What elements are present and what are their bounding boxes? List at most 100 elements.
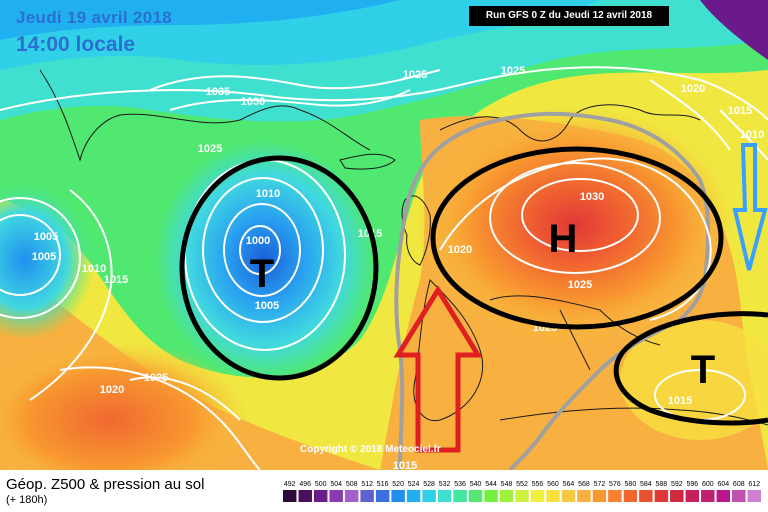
- legend-value: 536: [454, 481, 466, 488]
- isobar-label: 1025: [403, 69, 427, 81]
- isobar-label: 1010: [256, 188, 280, 200]
- legend-swatch: [468, 490, 483, 502]
- legend-swatch: [716, 490, 731, 502]
- isobar-label: 1030: [580, 191, 604, 203]
- legend-swatch: [639, 490, 653, 502]
- low-system-outline: [179, 155, 379, 381]
- legend-value: 584: [640, 481, 652, 488]
- legend-swatch: [561, 490, 576, 502]
- legend-swatch: [701, 490, 715, 502]
- legend-swatch: [484, 490, 498, 502]
- isobar-label: 1000: [246, 235, 270, 247]
- legend-value: 500: [315, 481, 327, 488]
- isobar-label: 1005: [255, 300, 279, 312]
- iceland-coast: [339, 153, 396, 170]
- legend-swatch: [499, 490, 514, 502]
- copyright-notice: Copyright © 2018 Meteociel.fr: [300, 444, 441, 455]
- model-run-label: Run GFS 0 Z du Jeudi 12 avril 2018: [469, 6, 669, 26]
- forecast-time: 14:00 locale: [16, 33, 136, 56]
- legend-swatch: [391, 490, 405, 502]
- low-pressure-letter: T: [250, 252, 274, 296]
- isobar-1020-ne: [649, 79, 731, 151]
- chart-title: Géop. Z500 & pression au sol: [6, 476, 205, 493]
- legend-value: 596: [686, 481, 698, 488]
- forecast-date: Jeudi 19 avril 2018: [16, 8, 172, 27]
- legend-value: 532: [439, 481, 451, 488]
- legend-value: 524: [408, 481, 420, 488]
- isobar-1005-west: [0, 214, 61, 296]
- legend-swatch: [298, 490, 312, 502]
- isobar-1000-low: [239, 225, 281, 275]
- legend-value: 496: [299, 481, 311, 488]
- isobar-1030: [169, 89, 411, 111]
- isobar-label: 1010: [82, 263, 106, 275]
- legend-value: 508: [346, 481, 358, 488]
- legend-swatch: [670, 490, 684, 502]
- weather-map: 1035 1030 1025 1025 1025 1020 1015 1010 …: [0, 0, 768, 470]
- coastlines: [39, 69, 768, 426]
- legend-value: 504: [330, 481, 342, 488]
- isobar-label: 1005: [32, 251, 56, 263]
- legend-value: 552: [516, 481, 528, 488]
- legend-swatch: [344, 490, 359, 502]
- isobar-1010-west: [0, 197, 81, 319]
- legend-value: 608: [733, 481, 745, 488]
- legend-value: 580: [625, 481, 637, 488]
- isobar-1025-sw: [129, 376, 241, 421]
- legend-swatch: [406, 490, 421, 502]
- legend-swatch: [577, 490, 591, 502]
- isobar-label: 1025: [501, 65, 525, 77]
- east-low-letter: T: [691, 348, 715, 392]
- field-warm-sw: [0, 340, 250, 470]
- legend-swatch: [375, 490, 390, 502]
- forecast-lead-time: (+ 180h): [6, 494, 48, 506]
- legend-value: 568: [578, 481, 590, 488]
- legend-swatch: [608, 490, 622, 502]
- legend-value: 576: [609, 481, 621, 488]
- legend-value: 512: [361, 481, 373, 488]
- isobar-label: 1020: [681, 83, 705, 95]
- legend-value: 516: [377, 481, 389, 488]
- warm-air-arrow-icon: [393, 285, 483, 453]
- isobar-label: 1015: [668, 395, 692, 407]
- legend-swatch: [592, 490, 607, 502]
- isobar-label: 1020: [448, 244, 472, 256]
- scandinavia-coast: [439, 104, 701, 142]
- legend-value: 548: [501, 481, 513, 488]
- isobar-label: 1030: [241, 96, 265, 108]
- field-west-low: [0, 180, 95, 340]
- legend-value: 520: [392, 481, 404, 488]
- legend-swatch: [437, 490, 452, 502]
- isobar-1015-west: [29, 189, 113, 401]
- greenland-coast: [39, 69, 371, 162]
- legend-value: 564: [563, 481, 575, 488]
- legend-value: 544: [485, 481, 497, 488]
- isobar-1035: [149, 69, 441, 91]
- legend-swatch: [546, 490, 560, 502]
- legend-value: 612: [748, 481, 760, 488]
- legend-swatch: [329, 490, 343, 502]
- legend-value: 492: [284, 481, 296, 488]
- legend-swatch: [283, 490, 297, 502]
- legend-swatch: [685, 490, 700, 502]
- legend-value: 600: [702, 481, 714, 488]
- field-blue: [0, 0, 400, 40]
- isobar-label: 1015: [104, 274, 128, 286]
- legend-value: 528: [423, 481, 435, 488]
- legend-value: 572: [594, 481, 606, 488]
- legend-swatch: [747, 490, 761, 502]
- legend-value: 604: [717, 481, 729, 488]
- isobar-1020-sw: [59, 366, 261, 470]
- legend-swatch: [453, 490, 467, 502]
- field-purple: [700, 0, 768, 60]
- isobar-1005-low: [223, 203, 301, 297]
- isobar-label: 1025: [568, 279, 592, 291]
- isobar-label: 1020: [100, 384, 124, 396]
- legend-value: 592: [671, 481, 683, 488]
- isobar-label: 1005: [34, 231, 58, 243]
- legend-swatch: [530, 490, 545, 502]
- legend-value: 540: [470, 481, 482, 488]
- high-pressure-letter: H: [549, 217, 578, 261]
- iberia-coast: [413, 279, 484, 422]
- italy-coast: [559, 309, 591, 371]
